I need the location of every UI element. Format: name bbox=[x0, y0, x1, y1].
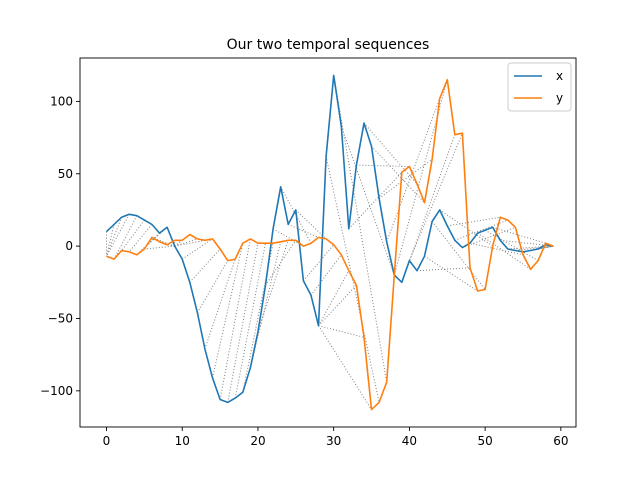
series-line-y bbox=[106, 78, 554, 411]
y-tick-label: −50 bbox=[48, 311, 73, 325]
alignment-line bbox=[227, 243, 259, 403]
x-tick-label: 30 bbox=[326, 434, 341, 448]
alignment-line bbox=[318, 284, 357, 327]
alignment-line bbox=[303, 244, 335, 282]
alignment-line bbox=[234, 243, 266, 399]
alignment-line bbox=[333, 75, 388, 383]
alignment-line bbox=[265, 240, 297, 286]
x-tick-label: 50 bbox=[477, 434, 492, 448]
alignment-line bbox=[538, 245, 554, 250]
alignment-line bbox=[219, 238, 251, 400]
alignment-line bbox=[416, 267, 471, 272]
legend-label-y: y bbox=[556, 91, 563, 105]
x-tick-label: 10 bbox=[175, 434, 190, 448]
alignment-line bbox=[484, 229, 539, 262]
alignment-line bbox=[454, 219, 508, 241]
y-tick-label: 50 bbox=[58, 167, 73, 181]
x-tick-label: 40 bbox=[402, 434, 417, 448]
legend-label-x: x bbox=[556, 69, 563, 83]
alignment-line bbox=[113, 215, 138, 260]
series-line-x bbox=[105, 74, 554, 404]
alignment-line bbox=[106, 217, 123, 257]
legend: xy bbox=[507, 62, 572, 112]
alignment-line bbox=[318, 325, 365, 338]
alignment-line bbox=[204, 258, 236, 350]
alignment-line bbox=[106, 224, 115, 257]
legend-box bbox=[507, 62, 572, 112]
alignment-line bbox=[469, 242, 524, 256]
plot-frame bbox=[79, 57, 577, 428]
alignment-line bbox=[151, 236, 175, 247]
alignment-line bbox=[310, 254, 342, 296]
alignment-line bbox=[401, 134, 456, 283]
alignment-line bbox=[144, 245, 175, 250]
alignment-line bbox=[318, 270, 350, 326]
alignment-line bbox=[408, 133, 463, 261]
alignment-line bbox=[431, 221, 486, 290]
alignment-line bbox=[386, 98, 441, 242]
y-tick-label: 0 bbox=[65, 239, 73, 253]
alignment-line bbox=[447, 216, 501, 227]
alignment-line bbox=[348, 171, 403, 230]
axes: 0 10 20 30 40 50 60 −100 −50 0 50 100 bbox=[40, 57, 577, 448]
alignment-line bbox=[378, 158, 433, 199]
alignment-line bbox=[167, 244, 175, 247]
alignment-line bbox=[106, 214, 130, 257]
alignment-line bbox=[295, 209, 327, 240]
alignment-line bbox=[492, 226, 546, 244]
alignment-line bbox=[174, 239, 205, 247]
alignment-line bbox=[181, 238, 213, 260]
alignment-line bbox=[371, 145, 425, 204]
x-tick-label: 60 bbox=[553, 434, 568, 448]
chart-title: Our two temporal sequences bbox=[227, 37, 430, 53]
alignment-line bbox=[257, 240, 289, 332]
alignment-line bbox=[212, 243, 244, 378]
x-tick-label: 20 bbox=[250, 434, 265, 448]
y-tick-label: −100 bbox=[40, 384, 73, 398]
alignment-line bbox=[121, 219, 145, 251]
alignment-line bbox=[288, 223, 319, 238]
series-lines bbox=[105, 74, 554, 411]
x-tick-label: 0 bbox=[103, 434, 111, 448]
alignment-line bbox=[196, 260, 229, 313]
alignment-line bbox=[462, 226, 516, 249]
y-tick-label: 100 bbox=[50, 94, 73, 108]
alignment-line bbox=[128, 224, 153, 253]
alignment-line bbox=[189, 248, 221, 283]
